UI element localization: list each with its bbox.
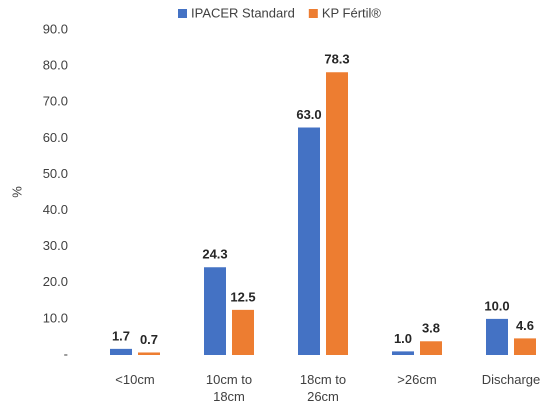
- legend-label: IPACER Standard: [191, 5, 295, 20]
- y-tick-label: 40.0: [43, 202, 68, 217]
- y-tick-label: 90.0: [43, 21, 68, 36]
- bar: [138, 352, 160, 355]
- data-label: 0.7: [140, 332, 158, 347]
- legend-swatch: [308, 9, 318, 18]
- x-tick-label: 10cm to 18cm: [205, 372, 253, 404]
- x-tick-label: Discharge: [481, 372, 541, 387]
- y-axis-label: %: [9, 186, 24, 198]
- bar: [326, 72, 348, 355]
- y-tick-label: -: [64, 346, 68, 361]
- legend-swatch: [178, 9, 187, 18]
- y-tick-label: 10.0: [43, 310, 68, 325]
- data-label: 63.0: [296, 107, 321, 122]
- x-tick-label: 18cm to 26cm: [299, 372, 347, 404]
- data-label: 4.6: [516, 318, 534, 333]
- bar: [110, 348, 132, 355]
- y-tick-label: 50.0: [43, 166, 68, 181]
- bar: [486, 318, 508, 355]
- data-label: 1.7: [112, 328, 130, 343]
- x-tick-label: <10cm: [115, 372, 155, 387]
- y-tick-label: 30.0: [43, 238, 68, 253]
- bar: [204, 267, 226, 355]
- data-label: 10.0: [484, 298, 509, 313]
- x-tick-label: >26cm: [397, 372, 437, 387]
- y-tick-label: 70.0: [43, 94, 68, 109]
- y-tick-label: 80.0: [43, 58, 68, 73]
- bar: [232, 309, 254, 355]
- legend-label: KP Fértil®: [322, 5, 382, 20]
- y-tick-label: 20.0: [43, 274, 68, 289]
- bar: [514, 338, 536, 355]
- data-label: 3.8: [422, 321, 440, 336]
- bar: [420, 341, 442, 355]
- bar: [392, 351, 414, 355]
- data-label: 24.3: [202, 247, 227, 262]
- bar: [298, 127, 320, 355]
- y-tick-label: 60.0: [43, 130, 68, 145]
- data-label: 12.5: [230, 289, 255, 304]
- data-label: 1.0: [394, 331, 412, 346]
- data-label: 78.3: [324, 52, 349, 67]
